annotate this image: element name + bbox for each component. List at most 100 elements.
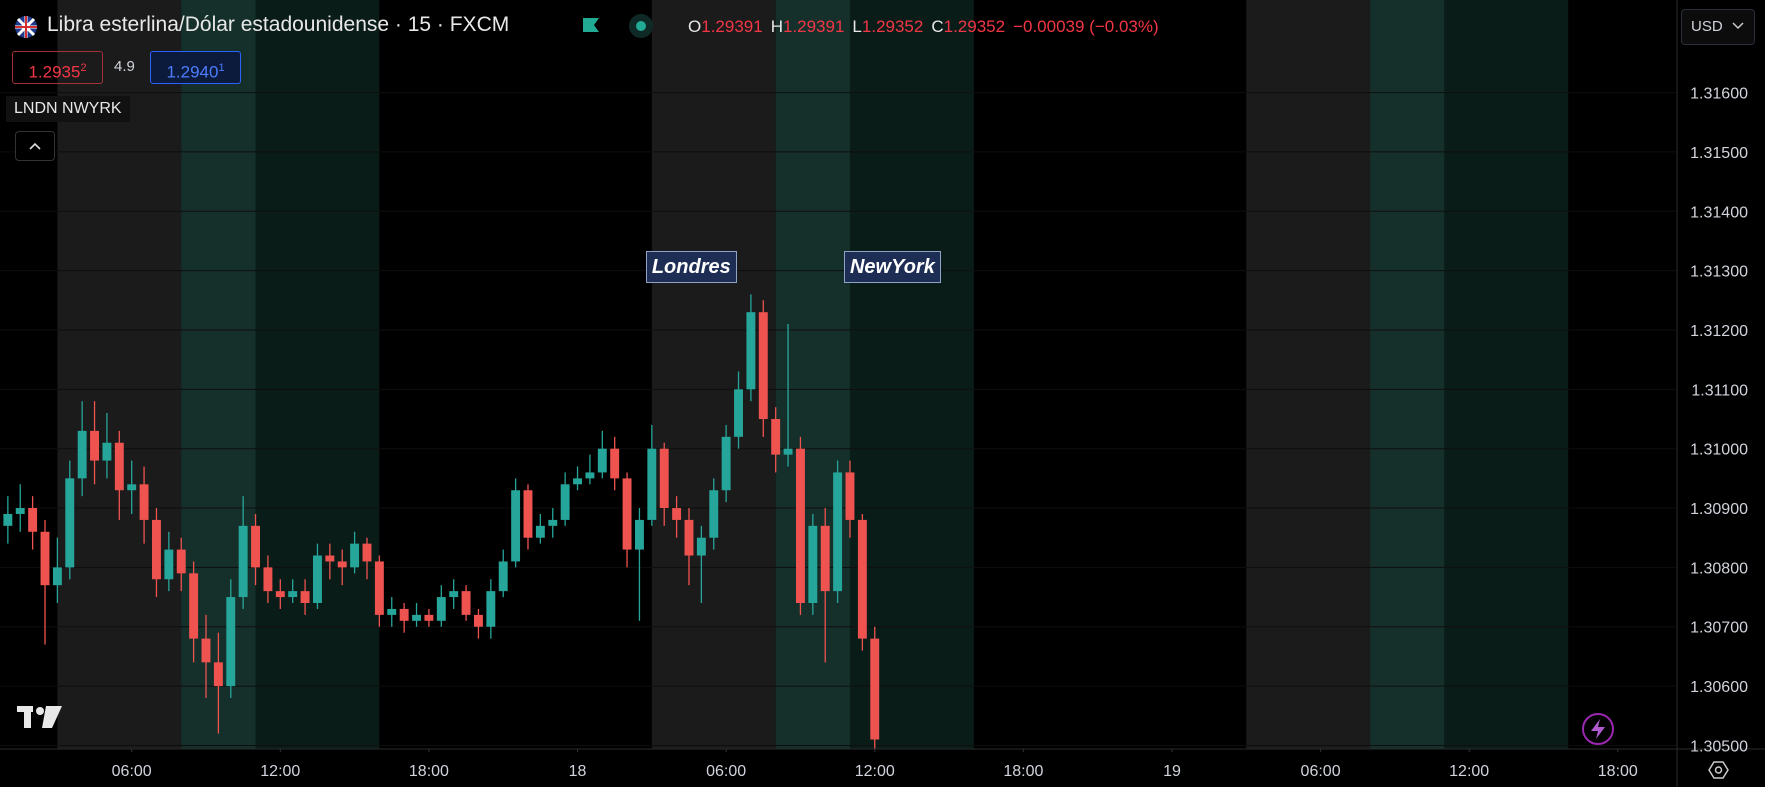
settings-button[interactable] [1708, 761, 1729, 779]
candle-body [709, 490, 719, 538]
market-status [629, 14, 653, 38]
candle-body [374, 561, 384, 615]
candle-body [820, 525, 830, 592]
candle-body [3, 513, 13, 526]
quick-action[interactable] [1582, 713, 1614, 745]
y-tick-label: 1.30900 [1690, 501, 1748, 518]
ask-price: 1.2940 [166, 62, 219, 82]
candle-body [523, 490, 533, 538]
candle-body [783, 448, 793, 455]
ohlc-value: 1.29391 [782, 17, 845, 36]
candle-body [622, 478, 632, 550]
y-tick-label: 1.31000 [1690, 442, 1748, 459]
candle-body [350, 543, 360, 568]
ohlc-value: 1.29352 [943, 17, 1006, 36]
candle-body [585, 472, 595, 479]
ohlc-key: O [688, 17, 702, 36]
bid-price: 1.2935 [28, 62, 81, 82]
candle-body [52, 567, 62, 586]
candle-body [684, 519, 694, 556]
candle-body [325, 555, 335, 562]
session-band [255, 0, 380, 749]
candle-body [449, 591, 459, 598]
candle-body [634, 519, 644, 550]
candle-body [573, 478, 582, 485]
session-band [849, 0, 974, 749]
y-tick-label: 1.30800 [1690, 560, 1748, 577]
candle-body [238, 525, 248, 598]
price-axis [1677, 0, 1765, 787]
candle-body [28, 508, 38, 532]
candle-body [152, 519, 161, 580]
y-tick-label: 1.31200 [1690, 323, 1748, 340]
ohlc-key: H [770, 17, 783, 36]
candle-body [65, 478, 75, 568]
candle-body [288, 591, 298, 598]
candle-body [114, 442, 124, 491]
session-label: Londres [645, 251, 737, 283]
candle-body [300, 591, 310, 603]
ask-pip: 1 [218, 62, 225, 74]
candle-body [486, 591, 496, 627]
change: −0.00039 (−0.03%) [1013, 17, 1159, 36]
y-tick-label: 1.31100 [1691, 382, 1748, 399]
dropdown-icon [1732, 22, 1744, 30]
candle-body [387, 608, 397, 615]
candle-body [312, 555, 322, 603]
candles [3, 294, 880, 752]
candle-body [870, 638, 880, 740]
candle-body [535, 525, 545, 538]
collapse-button[interactable] [15, 131, 55, 161]
status-flag [583, 18, 599, 32]
x-tick-label: 18:00 [1598, 763, 1638, 780]
candle-body [127, 484, 137, 491]
candle-body [672, 508, 682, 520]
session-band [651, 0, 776, 749]
x-tick-label: 18 [569, 763, 587, 780]
candle-body [77, 430, 87, 479]
candle-body [696, 537, 706, 556]
symbol-icon [15, 16, 37, 38]
candle-body [424, 614, 434, 621]
session-band [775, 0, 850, 749]
axis-labels: 1.30500 1.30600 1.30700 1.30800 1.30900 1.310… [112, 86, 1748, 780]
currency-selector[interactable]: USD [1681, 9, 1755, 45]
x-tick-label: 06:00 [112, 763, 152, 780]
candle-body [857, 519, 867, 639]
candle-body [176, 549, 186, 574]
candle-body [362, 543, 372, 562]
session-label: NewYork [843, 251, 941, 283]
session-band [57, 0, 182, 749]
y-tick-label: 1.31600 [1690, 86, 1748, 103]
x-tick-label: 06:00 [1301, 763, 1341, 780]
x-tick-label: 12:00 [855, 763, 895, 780]
candle-body [758, 312, 768, 420]
x-tick-label: 06:00 [706, 763, 746, 780]
bid-pip: 2 [80, 62, 87, 74]
candle-body [90, 430, 99, 461]
y-tick-label: 1.31300 [1690, 264, 1748, 281]
candle-body [659, 448, 669, 509]
x-tick-label: 19 [1163, 763, 1181, 780]
indicator-name[interactable]: LNDN NWYRK [6, 96, 130, 122]
sell-button[interactable]: 1.29352 [12, 51, 103, 84]
candle-body [275, 591, 285, 598]
candle-body [102, 442, 112, 461]
candle-body [721, 436, 731, 491]
candle-body [251, 525, 260, 568]
buy-button[interactable]: 1.29401 [150, 51, 241, 84]
candle-body [548, 519, 558, 526]
candle-body [337, 561, 347, 568]
candle-body [15, 508, 25, 514]
candle-body [213, 662, 223, 687]
symbol-title[interactable]: Libra esterlina/Dólar estadounidense · 1… [47, 13, 510, 36]
candle-body [746, 312, 756, 390]
x-tick-label: 18:00 [409, 763, 449, 780]
time-axis [0, 749, 1765, 787]
x-tick-label: 12:00 [1449, 763, 1489, 780]
ohlc-key: C [931, 17, 944, 36]
candle-body [771, 419, 781, 455]
